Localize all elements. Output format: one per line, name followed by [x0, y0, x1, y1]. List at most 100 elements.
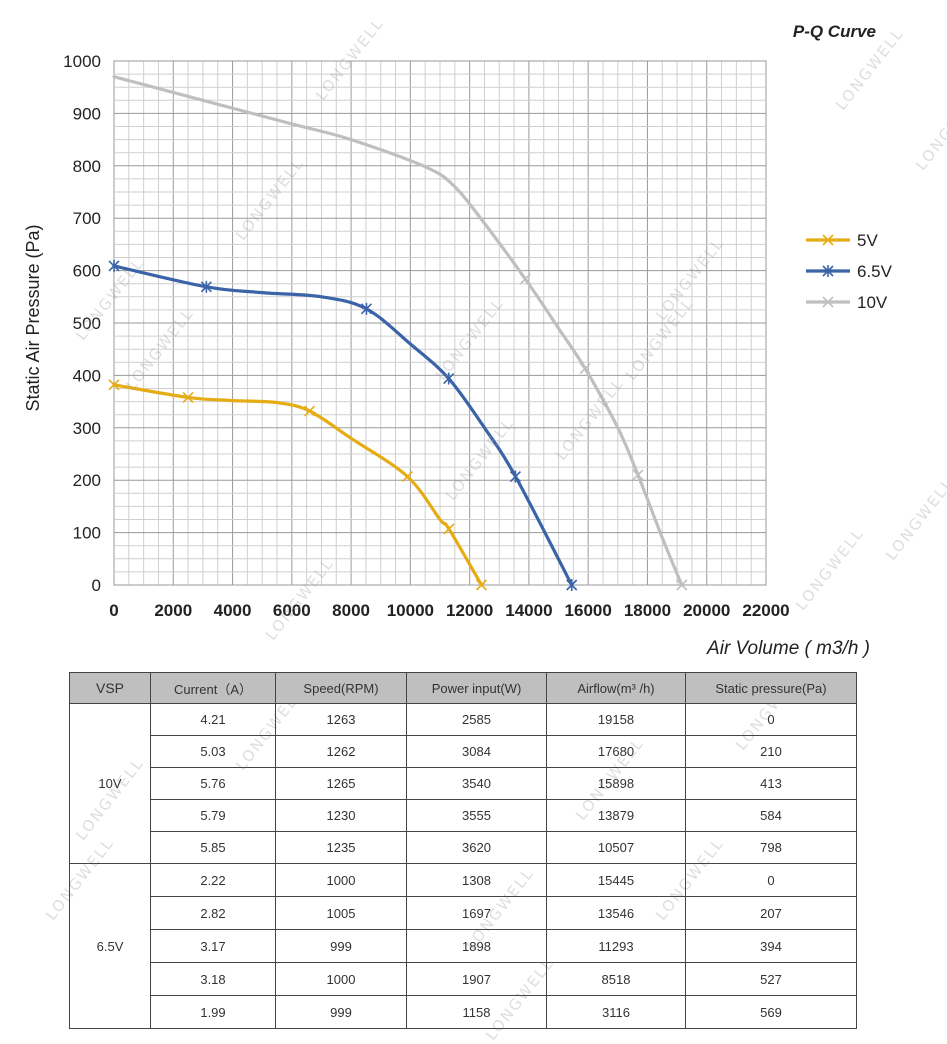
- table-cell: 210: [685, 735, 857, 768]
- table-cell: 1262: [275, 735, 407, 768]
- table-cell: 15898: [546, 767, 686, 800]
- table-cell: 999: [275, 995, 407, 1029]
- data-point-marker: [632, 469, 644, 481]
- data-point-marker: [443, 372, 455, 385]
- series-10V: [112, 75, 688, 591]
- x-tick-label: 10000: [387, 601, 434, 620]
- table-cell: 2585: [406, 703, 547, 736]
- table-cell: 3620: [406, 831, 547, 864]
- header-current: Current（A）: [150, 672, 276, 704]
- table-cell: 13879: [546, 799, 686, 832]
- table-cell: 5.03: [150, 735, 276, 768]
- y-tick-label: 100: [73, 524, 101, 543]
- table-cell: 19158: [546, 703, 686, 736]
- data-point-marker: [509, 470, 522, 483]
- table-cell: 1235: [275, 831, 407, 864]
- series-5V: [108, 379, 488, 591]
- y-tick-label: 300: [73, 419, 101, 438]
- table-cell: 1005: [275, 896, 407, 930]
- data-point-marker: [304, 405, 316, 417]
- table-cell: 1000: [275, 962, 407, 996]
- data-point-marker: [200, 280, 212, 293]
- table-row: 5.85 1235 3620 10507 798: [70, 831, 857, 864]
- table-cell: 207: [685, 896, 857, 930]
- data-point-marker: [822, 265, 834, 277]
- table-cell: 15445: [546, 863, 686, 897]
- series-line: [112, 75, 684, 587]
- chart-grid: [113, 60, 767, 586]
- legend-item: 6.5V: [806, 262, 893, 281]
- table-row: 5.03 1262 3084 17680 210: [70, 735, 857, 768]
- x-tick-label: 16000: [565, 601, 612, 620]
- table-cell: 5.79: [150, 799, 276, 832]
- table-cell: 13546: [546, 896, 686, 930]
- table-cell: 1000: [275, 863, 407, 897]
- x-tick-label: 12000: [446, 601, 493, 620]
- header-static-pressure: Static pressure(Pa): [685, 672, 857, 704]
- data-point-marker: [108, 259, 120, 272]
- table-cell: 1265: [275, 767, 407, 800]
- table-cell: 8518: [546, 962, 686, 996]
- table-body: 10V 4.21 1263 2585 19158 0 5.03 1262 3084 17680 21…: [69, 703, 857, 1029]
- legend-item: 5V: [806, 231, 878, 250]
- table-cell: 569: [685, 995, 857, 1029]
- chart-title: P-Q Curve: [793, 22, 876, 41]
- table-cell: 5.85: [150, 831, 276, 864]
- y-tick-label: 800: [73, 157, 101, 176]
- y-tick-label: 400: [73, 366, 101, 385]
- table-cell: 999: [275, 929, 407, 963]
- data-point-marker: [822, 234, 834, 246]
- table-row: 5.79 1230 3555 13879 584: [70, 799, 857, 832]
- legend-label: 5V: [857, 231, 878, 250]
- y-axis-label: Static Air Pressure (Pa): [23, 224, 43, 411]
- table-cell: 3084: [406, 735, 547, 768]
- table-cell: 3555: [406, 799, 547, 832]
- y-tick-label: 700: [73, 209, 101, 228]
- data-point-marker: [519, 273, 531, 285]
- x-tick-label: 4000: [214, 601, 252, 620]
- table-cell: 584: [685, 799, 857, 832]
- x-tick-label: 8000: [332, 601, 370, 620]
- table-cell: 11293: [546, 929, 686, 963]
- legend-item: 10V: [806, 293, 888, 312]
- table-cell: 394: [685, 929, 857, 963]
- table-cell: 5.76: [150, 767, 276, 800]
- y-tick-label: 200: [73, 471, 101, 490]
- x-tick-label: 2000: [154, 601, 192, 620]
- table-header-row: VSP Current（A） Speed(RPM) Power input(W)…: [69, 672, 857, 704]
- y-tick-label: 500: [73, 314, 101, 333]
- table-row: 10V 4.21 1263 2585 19158 0: [69, 703, 857, 864]
- table-cell: 1697: [406, 896, 547, 930]
- y-tick-label: 600: [73, 262, 101, 281]
- header-speed: Speed(RPM): [275, 672, 407, 704]
- table-cell: 0: [685, 703, 857, 736]
- table-cell: 17680: [546, 735, 686, 768]
- table-row: 3.18 1000 1907 8518 527: [70, 962, 857, 996]
- table-cell: 4.21: [150, 703, 276, 736]
- y-tick-label: 900: [73, 104, 101, 123]
- x-tick-label: 22000: [742, 601, 789, 620]
- table-cell: 0: [685, 863, 857, 897]
- x-tick-label: 18000: [624, 601, 671, 620]
- header-airflow: Airflow(m³ /h): [546, 672, 686, 704]
- series-6-5V: [108, 259, 578, 591]
- data-point-marker: [182, 391, 194, 403]
- table-cell: 2.82: [150, 896, 276, 930]
- data-point-marker: [566, 579, 578, 591]
- data-point-marker: [443, 523, 455, 535]
- table-cell: 3540: [406, 767, 547, 800]
- header-vsp: VSP: [69, 672, 151, 704]
- y-tick-label: 1000: [63, 52, 101, 71]
- table-row: 6.5V 2.22 1000 1308 15445 0: [69, 863, 857, 1029]
- chart-series: [108, 75, 688, 591]
- table-cell: 1263: [275, 703, 407, 736]
- vsp-cell: 10V: [69, 703, 151, 864]
- table-row: 2.82 1005 1697 13546 207: [70, 896, 857, 930]
- vsp-cell: 6.5V: [69, 863, 151, 1029]
- data-point-marker: [475, 579, 488, 591]
- x-tick-label: 6000: [273, 601, 311, 620]
- table-cell: 413: [685, 767, 857, 800]
- table-row: 5.76 1265 3540 15898 413: [70, 767, 857, 800]
- table-cell: 3.17: [150, 929, 276, 963]
